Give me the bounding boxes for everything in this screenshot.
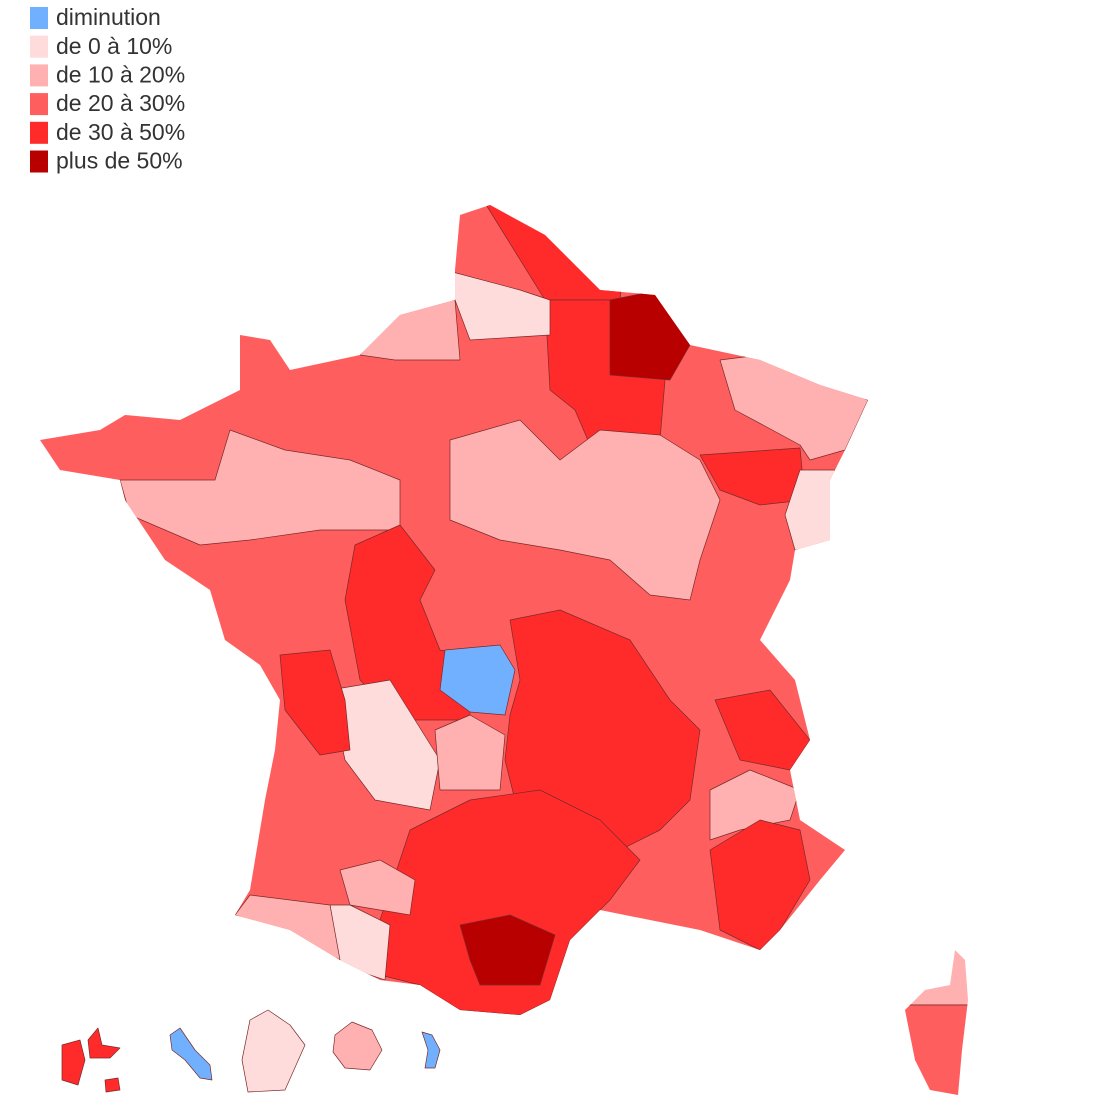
legend-label: de 30 à 50% [56,119,185,145]
legend-swatch [30,64,48,87]
reunion [332,1021,383,1071]
legend-swatch [30,35,48,58]
region [234,894,341,961]
legend-swatch [30,150,48,173]
region [709,769,801,841]
legend: diminution de 0 à 10%de 10 à 20% de 20 à 3… [30,4,185,174]
region [459,914,556,986]
region [329,679,441,811]
region [439,644,516,716]
region [434,714,506,791]
region [119,429,401,546]
region [279,649,351,756]
legend-label: de 10 à 20% [56,61,185,87]
region [699,447,806,506]
legend-swatch [30,121,48,144]
region [339,859,416,916]
legend-label: diminution [56,4,161,30]
legend-label: de 0 à 10% [56,33,172,59]
region [379,789,641,1015]
corsica [905,950,968,1095]
guadeloupe [61,1027,121,1093]
mainland [40,205,868,1015]
guyane [241,1009,306,1093]
region [905,1004,968,1095]
region [709,819,811,951]
legend-swatch [30,7,48,29]
region [609,289,691,381]
legend-swatch [30,93,48,116]
region [449,419,721,601]
martinique [169,1027,213,1081]
mayotte [421,1031,441,1069]
legend-label: de 20 à 30% [56,90,185,116]
region [714,689,811,771]
legend-label: plus de 50% [56,148,183,174]
region [905,950,968,1006]
region [359,299,461,361]
